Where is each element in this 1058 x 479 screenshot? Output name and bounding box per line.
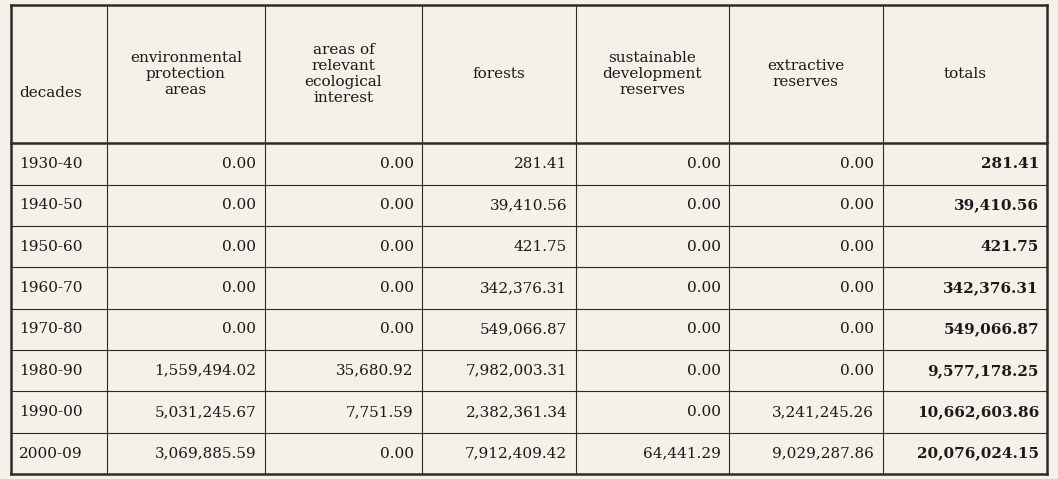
Text: 7,912,409.42: 7,912,409.42 <box>466 446 567 460</box>
Text: sustainable
development
reserves: sustainable development reserves <box>603 51 703 97</box>
Text: 10,662,603.86: 10,662,603.86 <box>916 405 1039 419</box>
Text: 0.00: 0.00 <box>222 322 256 336</box>
Text: 0.00: 0.00 <box>840 198 874 212</box>
Text: 3,241,245.26: 3,241,245.26 <box>772 405 874 419</box>
Text: 0.00: 0.00 <box>380 281 414 295</box>
Text: 1940-50: 1940-50 <box>19 198 83 212</box>
Text: extractive
reserves: extractive reserves <box>767 59 844 89</box>
Text: decades: decades <box>19 86 81 100</box>
Text: 35,680.92: 35,680.92 <box>336 364 414 378</box>
Text: 0.00: 0.00 <box>380 198 414 212</box>
Text: 0.00: 0.00 <box>380 322 414 336</box>
Text: 2000-09: 2000-09 <box>19 446 83 460</box>
Text: areas of
relevant
ecological
interest: areas of relevant ecological interest <box>305 43 382 105</box>
Text: 549,066.87: 549,066.87 <box>944 322 1039 336</box>
Text: 0.00: 0.00 <box>687 364 720 378</box>
Text: 0.00: 0.00 <box>840 240 874 254</box>
Text: 1980-90: 1980-90 <box>19 364 83 378</box>
Text: 9,577,178.25: 9,577,178.25 <box>928 364 1039 378</box>
Text: 64,441.29: 64,441.29 <box>643 446 720 460</box>
Text: 281.41: 281.41 <box>981 157 1039 171</box>
Text: 0.00: 0.00 <box>687 405 720 419</box>
Text: 39,410.56: 39,410.56 <box>954 198 1039 212</box>
Text: 421.75: 421.75 <box>981 240 1039 254</box>
Text: 0.00: 0.00 <box>687 240 720 254</box>
Text: 342,376.31: 342,376.31 <box>480 281 567 295</box>
Text: 342,376.31: 342,376.31 <box>944 281 1039 295</box>
Text: totals: totals <box>944 67 986 81</box>
Text: 20,076,024.15: 20,076,024.15 <box>917 446 1039 460</box>
Text: 1,559,494.02: 1,559,494.02 <box>154 364 256 378</box>
Text: 3,069,885.59: 3,069,885.59 <box>154 446 256 460</box>
Text: 0.00: 0.00 <box>687 322 720 336</box>
Text: 0.00: 0.00 <box>222 281 256 295</box>
Text: 0.00: 0.00 <box>687 281 720 295</box>
Text: 0.00: 0.00 <box>380 240 414 254</box>
Text: 2,382,361.34: 2,382,361.34 <box>466 405 567 419</box>
Text: 0.00: 0.00 <box>222 157 256 171</box>
Text: 0.00: 0.00 <box>222 240 256 254</box>
Text: 0.00: 0.00 <box>840 322 874 336</box>
Text: 0.00: 0.00 <box>840 157 874 171</box>
Text: 1960-70: 1960-70 <box>19 281 83 295</box>
Text: 281.41: 281.41 <box>514 157 567 171</box>
Text: 0.00: 0.00 <box>380 157 414 171</box>
Text: 0.00: 0.00 <box>380 446 414 460</box>
Text: 0.00: 0.00 <box>840 281 874 295</box>
Text: environmental
protection
areas: environmental protection areas <box>130 51 242 97</box>
Text: 1970-80: 1970-80 <box>19 322 83 336</box>
Text: 5,031,245.67: 5,031,245.67 <box>154 405 256 419</box>
Text: 549,066.87: 549,066.87 <box>480 322 567 336</box>
Text: 1950-60: 1950-60 <box>19 240 83 254</box>
Text: 0.00: 0.00 <box>687 198 720 212</box>
Text: 39,410.56: 39,410.56 <box>490 198 567 212</box>
Text: 0.00: 0.00 <box>222 198 256 212</box>
Text: 1990-00: 1990-00 <box>19 405 83 419</box>
Text: 1930-40: 1930-40 <box>19 157 83 171</box>
Text: 7,751.59: 7,751.59 <box>346 405 414 419</box>
Text: 0.00: 0.00 <box>687 157 720 171</box>
Text: 0.00: 0.00 <box>840 364 874 378</box>
Text: 9,029,287.86: 9,029,287.86 <box>772 446 874 460</box>
Text: 7,982,003.31: 7,982,003.31 <box>466 364 567 378</box>
Text: forests: forests <box>473 67 526 81</box>
Text: 421.75: 421.75 <box>514 240 567 254</box>
